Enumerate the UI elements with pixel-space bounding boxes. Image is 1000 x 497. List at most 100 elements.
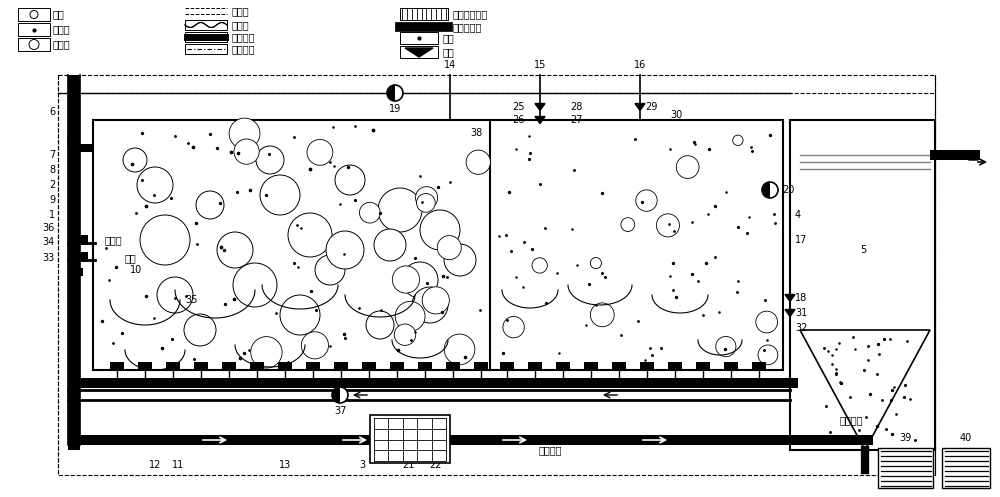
Bar — [418, 362, 432, 369]
Circle shape — [137, 167, 173, 203]
Polygon shape — [785, 310, 795, 317]
Bar — [752, 362, 766, 369]
Circle shape — [394, 324, 416, 345]
Text: 13: 13 — [279, 460, 291, 470]
Text: 3: 3 — [359, 460, 365, 470]
Circle shape — [756, 311, 778, 333]
Circle shape — [256, 146, 284, 174]
Text: 空气: 空气 — [125, 253, 137, 263]
Polygon shape — [332, 387, 340, 403]
Text: 19: 19 — [389, 104, 401, 114]
Circle shape — [412, 287, 448, 323]
Bar — [18, 38, 50, 51]
Circle shape — [733, 135, 743, 146]
Circle shape — [29, 39, 39, 50]
Circle shape — [466, 150, 490, 174]
Text: 34: 34 — [43, 237, 55, 247]
Text: 5: 5 — [860, 245, 866, 255]
Circle shape — [233, 263, 277, 307]
Circle shape — [30, 10, 38, 18]
Circle shape — [444, 334, 475, 365]
Bar — [724, 362, 738, 369]
Text: 出水: 出水 — [968, 150, 980, 160]
Text: 污泥: 污泥 — [443, 33, 455, 43]
Circle shape — [260, 175, 300, 215]
Text: 38: 38 — [470, 128, 482, 138]
Polygon shape — [800, 330, 930, 450]
Text: 污泥回流管: 污泥回流管 — [453, 22, 482, 32]
Bar — [250, 362, 264, 369]
Bar — [68, 252, 88, 262]
Bar — [18, 23, 50, 36]
Text: 硝态氮: 硝态氮 — [53, 24, 71, 34]
Circle shape — [217, 232, 253, 268]
Text: 输水管道: 输水管道 — [232, 32, 256, 42]
Circle shape — [762, 182, 778, 198]
Circle shape — [234, 139, 259, 164]
Circle shape — [444, 244, 476, 276]
Bar — [362, 362, 376, 369]
Text: 12: 12 — [149, 460, 161, 470]
Circle shape — [417, 193, 435, 212]
Text: 40: 40 — [960, 433, 972, 443]
Text: 9: 9 — [49, 195, 55, 205]
Text: 37: 37 — [334, 406, 346, 416]
Text: 18: 18 — [795, 293, 807, 303]
Text: 35: 35 — [185, 295, 197, 305]
Polygon shape — [762, 182, 770, 198]
Circle shape — [140, 215, 190, 265]
Text: 29: 29 — [645, 102, 657, 112]
Bar — [185, 44, 227, 54]
Bar — [58, 75, 935, 475]
Circle shape — [590, 257, 601, 268]
Circle shape — [307, 140, 333, 166]
Text: 7: 7 — [49, 150, 55, 160]
Text: 控制线: 控制线 — [232, 6, 250, 16]
Polygon shape — [535, 116, 545, 123]
Bar — [446, 362, 460, 369]
Text: 21: 21 — [402, 460, 414, 470]
Bar — [68, 268, 83, 276]
Circle shape — [621, 218, 635, 232]
Text: 33: 33 — [43, 253, 55, 263]
Bar — [306, 362, 320, 369]
Circle shape — [656, 214, 679, 237]
Bar — [185, 32, 227, 42]
Text: 8: 8 — [49, 165, 55, 175]
Bar — [18, 8, 50, 21]
Bar — [185, 20, 227, 30]
Text: 36: 36 — [43, 223, 55, 233]
Text: 14: 14 — [444, 60, 456, 70]
Text: 20: 20 — [782, 185, 794, 195]
Text: 30: 30 — [670, 110, 682, 120]
Bar — [500, 362, 514, 369]
Circle shape — [251, 336, 282, 368]
Text: 4: 4 — [795, 210, 801, 220]
Circle shape — [288, 213, 332, 257]
Circle shape — [315, 255, 345, 285]
Text: 2: 2 — [49, 180, 55, 190]
Circle shape — [532, 258, 547, 273]
Bar — [400, 8, 448, 20]
Circle shape — [326, 231, 364, 269]
Text: 1: 1 — [49, 210, 55, 220]
Bar — [790, 120, 935, 450]
Circle shape — [196, 191, 224, 219]
Circle shape — [157, 277, 193, 313]
Circle shape — [503, 317, 524, 338]
Circle shape — [335, 165, 365, 195]
Bar — [584, 362, 598, 369]
Circle shape — [374, 229, 406, 261]
Polygon shape — [535, 103, 545, 110]
Bar — [640, 362, 654, 369]
Text: 10: 10 — [130, 265, 142, 275]
Text: 填埋气: 填埋气 — [232, 20, 250, 30]
Bar — [400, 32, 438, 44]
Bar — [68, 378, 798, 388]
Circle shape — [716, 336, 736, 357]
Bar — [110, 362, 124, 369]
Text: 阀门控制中心: 阀门控制中心 — [453, 9, 488, 19]
Circle shape — [184, 314, 216, 346]
Bar — [278, 362, 292, 369]
Bar — [612, 362, 626, 369]
